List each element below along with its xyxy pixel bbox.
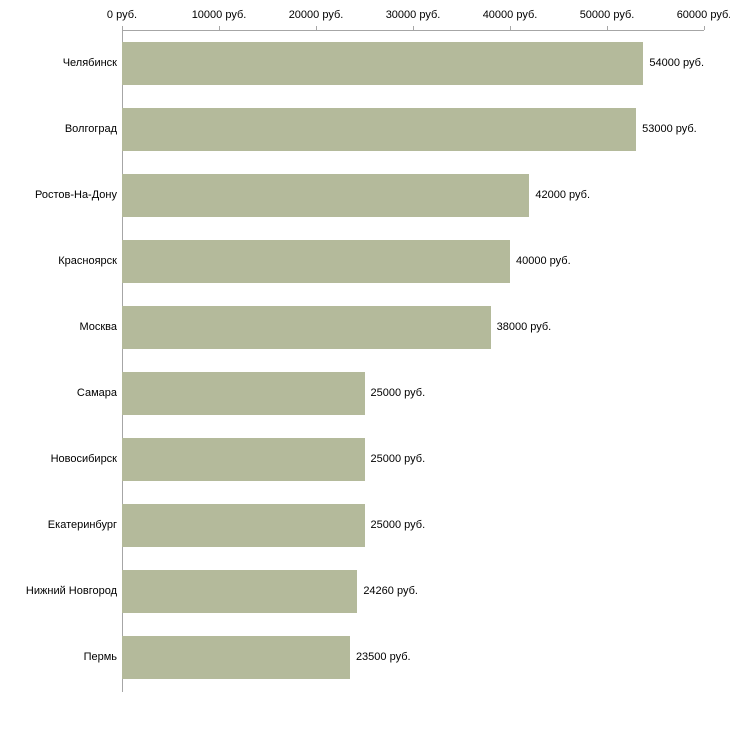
value-label: 25000 руб. [370, 453, 426, 465]
bar-track: 25000 руб. [122, 437, 704, 481]
x-tick-mark [704, 26, 705, 30]
chart-row: Екатеринбург 25000 руб. [0, 492, 730, 558]
bar [122, 635, 350, 679]
x-tick-mark [510, 26, 511, 30]
x-tick-mark [219, 26, 220, 30]
value-label: 24260 руб. [363, 585, 418, 597]
x-tick-label: 50000 руб. [579, 9, 635, 21]
x-tick-mark [122, 26, 123, 30]
value-label: 25000 руб. [370, 519, 426, 531]
bar-track: 53000 руб. [122, 107, 704, 151]
value-label: 25000 руб. [370, 387, 426, 399]
plot-area: Челябинск 54000 руб. Волгоград 53000 руб. Ро… [0, 30, 730, 690]
bar [122, 437, 365, 481]
chart-row: Красноярск 40000 руб. [0, 228, 730, 294]
category-label: Москва [79, 321, 117, 333]
x-tick-mark [316, 26, 317, 30]
bar-track: 54000 руб. [122, 41, 704, 85]
bar [122, 503, 365, 547]
value-label: 53000 руб. [642, 123, 697, 135]
category-label: Новосибирск [50, 453, 117, 465]
bar [122, 239, 510, 283]
x-axis: 0 руб. 10000 руб. 20000 руб. 30000 руб. 4000… [107, 0, 730, 30]
category-label: Нижний Новгород [25, 585, 117, 597]
chart-row: Челябинск 54000 руб. [0, 30, 730, 96]
bar-track: 40000 руб. [122, 239, 704, 283]
category-label: Волгоград [64, 123, 117, 135]
x-tick-label: 60000 руб. [676, 9, 730, 21]
value-label: 54000 руб. [649, 57, 704, 69]
y-axis-line [122, 30, 123, 692]
bar-track: 38000 руб. [122, 305, 704, 349]
bar-track: 25000 руб. [122, 371, 704, 415]
category-label: Екатеринбург [47, 519, 117, 531]
chart-row: Волгоград 53000 руб. [0, 96, 730, 162]
chart-row: Новосибирск 25000 руб. [0, 426, 730, 492]
category-label: Ростов-На-Дону [34, 189, 117, 201]
bar [122, 107, 637, 151]
bar-track: 42000 руб. [122, 173, 704, 217]
x-tick-label: 20000 руб. [288, 9, 344, 21]
chart-row: Самара 25000 руб. [0, 360, 730, 426]
bar [122, 569, 358, 613]
x-tick-label: 40000 руб. [482, 9, 538, 21]
category-label: Красноярск [58, 255, 117, 267]
bar [122, 305, 491, 349]
chart-row: Пермь 23500 руб. [0, 624, 730, 690]
category-label: Самара [76, 387, 117, 399]
x-tick-label: 10000 руб. [191, 9, 247, 21]
bar-track: 25000 руб. [122, 503, 704, 547]
x-tick-label: 0 руб. [106, 9, 138, 21]
bar [122, 371, 365, 415]
x-tick-mark [607, 26, 608, 30]
value-label: 42000 руб. [535, 189, 591, 201]
x-axis-line [122, 30, 704, 31]
x-tick-mark [413, 26, 414, 30]
value-label: 38000 руб. [496, 321, 552, 333]
category-label: Пермь [83, 651, 117, 663]
value-label: 23500 руб. [355, 651, 411, 663]
category-label: Челябинск [62, 57, 117, 69]
x-tick-label: 30000 руб. [385, 9, 441, 21]
bar-track: 23500 руб. [122, 635, 704, 679]
value-label: 40000 руб. [516, 255, 571, 267]
chart-row: Ростов-На-Дону 42000 руб. [0, 162, 730, 228]
bar [122, 41, 644, 85]
bar [122, 173, 530, 217]
chart-row: Нижний Новгород 24260 руб. [0, 558, 730, 624]
bar-track: 24260 руб. [122, 569, 704, 613]
chart-row: Москва 38000 руб. [0, 294, 730, 360]
